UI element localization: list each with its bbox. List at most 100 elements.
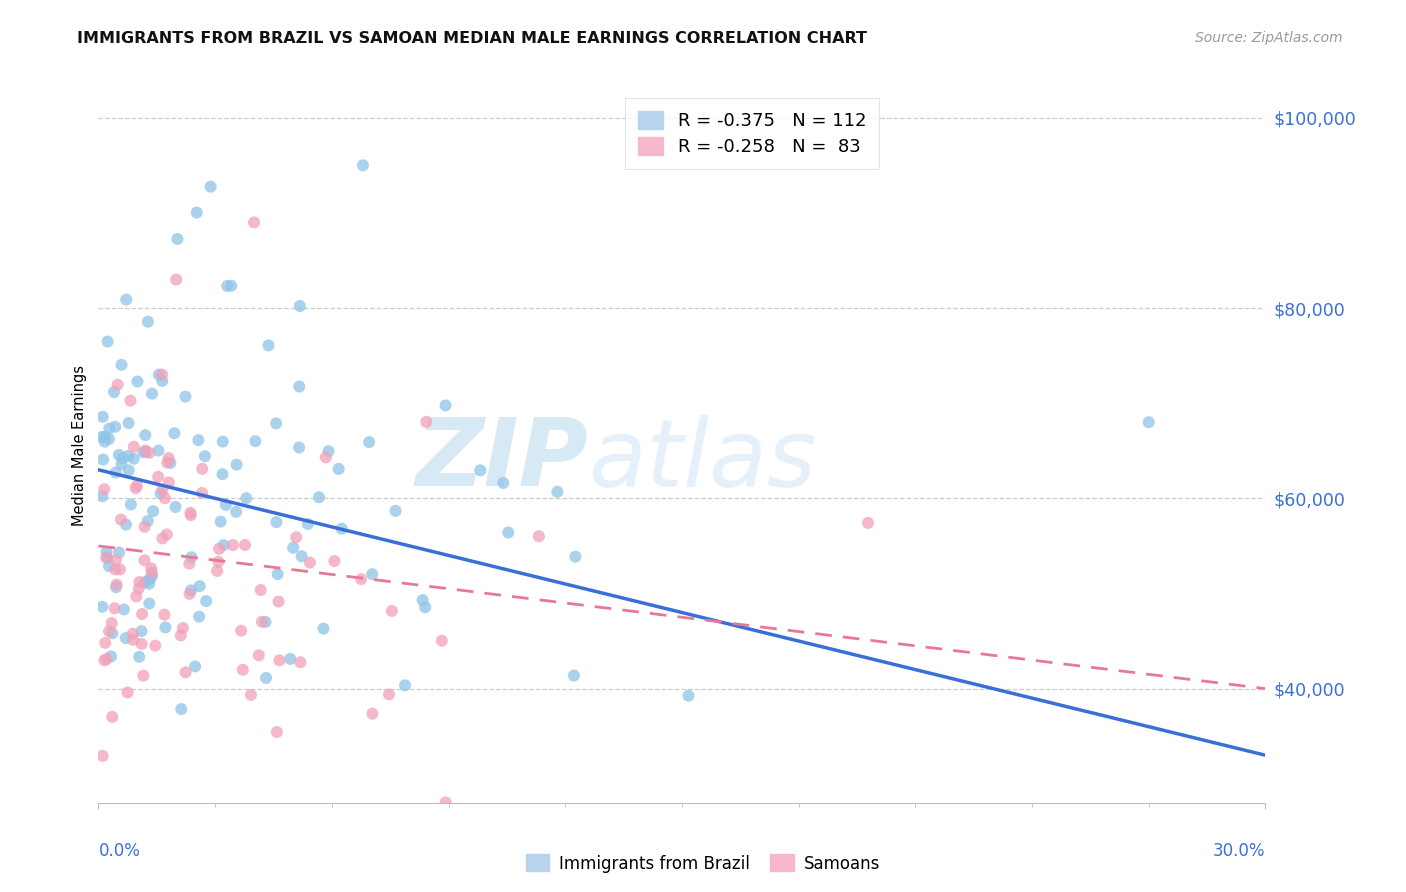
Point — [412, 593, 434, 607]
Point — [179, 557, 201, 571]
Point — [131, 607, 153, 621]
Point — [94, 636, 117, 650]
Point — [148, 368, 170, 382]
Text: ZIP: ZIP — [416, 414, 589, 507]
Legend: Immigrants from Brazil, Samoans: Immigrants from Brazil, Samoans — [519, 847, 887, 880]
Point — [174, 390, 197, 404]
Point — [315, 450, 337, 465]
Point — [132, 445, 155, 459]
Point — [172, 621, 194, 635]
Point — [139, 572, 162, 586]
Point — [153, 607, 176, 622]
Point — [361, 706, 384, 721]
Point — [266, 725, 288, 739]
Point — [157, 451, 180, 466]
Point — [112, 602, 135, 616]
Text: 30.0%: 30.0% — [1213, 842, 1265, 860]
Point — [212, 538, 235, 552]
Point — [91, 489, 114, 503]
Point — [217, 279, 239, 293]
Point — [110, 513, 132, 527]
Point — [97, 559, 120, 574]
Point — [152, 483, 174, 497]
Point — [134, 428, 156, 442]
Point — [150, 368, 173, 382]
Point — [136, 315, 159, 329]
Point — [180, 550, 202, 565]
Point — [134, 575, 156, 590]
Point — [205, 564, 228, 578]
Point — [108, 448, 131, 462]
Point — [108, 562, 131, 576]
Point — [359, 435, 381, 450]
Point — [142, 504, 165, 518]
Point — [266, 515, 288, 529]
Point — [308, 490, 330, 504]
Point — [100, 615, 122, 630]
Point — [200, 179, 222, 194]
Point — [117, 685, 139, 699]
Point — [125, 479, 148, 493]
Point — [138, 446, 160, 460]
Point — [128, 574, 150, 589]
Point — [134, 443, 156, 458]
Point — [257, 338, 280, 352]
Point — [527, 529, 550, 543]
Point — [120, 498, 142, 512]
Point — [285, 530, 308, 544]
Point — [96, 551, 118, 566]
Point — [105, 580, 128, 594]
Point — [430, 633, 453, 648]
Point — [117, 416, 139, 430]
Point — [134, 520, 156, 534]
Point — [188, 609, 211, 624]
Point — [152, 532, 174, 546]
Point — [470, 463, 492, 477]
Point — [141, 569, 163, 583]
Point — [350, 572, 373, 586]
Point — [250, 615, 273, 629]
Point — [134, 445, 156, 459]
Point — [221, 278, 243, 293]
Text: IMMIGRANTS FROM BRAZIL VS SAMOAN MEDIAN MALE EARNINGS CORRELATION CHART: IMMIGRANTS FROM BRAZIL VS SAMOAN MEDIAN … — [77, 31, 868, 46]
Point — [156, 527, 179, 541]
Point — [233, 538, 256, 552]
Point — [141, 561, 163, 575]
Point — [288, 379, 311, 393]
Point — [180, 508, 202, 523]
Point — [188, 579, 211, 593]
Point — [312, 622, 335, 636]
Point — [330, 522, 353, 536]
Point — [298, 556, 321, 570]
Point — [132, 668, 155, 682]
Point — [124, 481, 146, 495]
Point — [434, 795, 457, 809]
Point — [101, 710, 124, 724]
Point — [278, 652, 301, 666]
Point — [125, 590, 148, 604]
Point — [128, 582, 150, 596]
Point — [187, 433, 209, 447]
Point — [96, 545, 118, 559]
Point — [415, 415, 437, 429]
Point — [128, 649, 150, 664]
Point — [104, 601, 127, 615]
Point — [1137, 415, 1160, 429]
Point — [194, 450, 217, 464]
Point — [264, 417, 287, 431]
Point — [94, 430, 117, 444]
Point — [122, 440, 145, 454]
Point — [114, 631, 136, 645]
Point — [115, 517, 138, 532]
Point — [94, 550, 117, 565]
Point — [195, 594, 218, 608]
Point — [156, 456, 179, 470]
Point — [165, 272, 187, 286]
Point — [107, 377, 129, 392]
Point — [98, 421, 121, 435]
Point — [856, 516, 879, 530]
Point — [678, 689, 700, 703]
Point — [104, 562, 127, 576]
Point — [352, 158, 374, 172]
Point — [131, 624, 153, 639]
